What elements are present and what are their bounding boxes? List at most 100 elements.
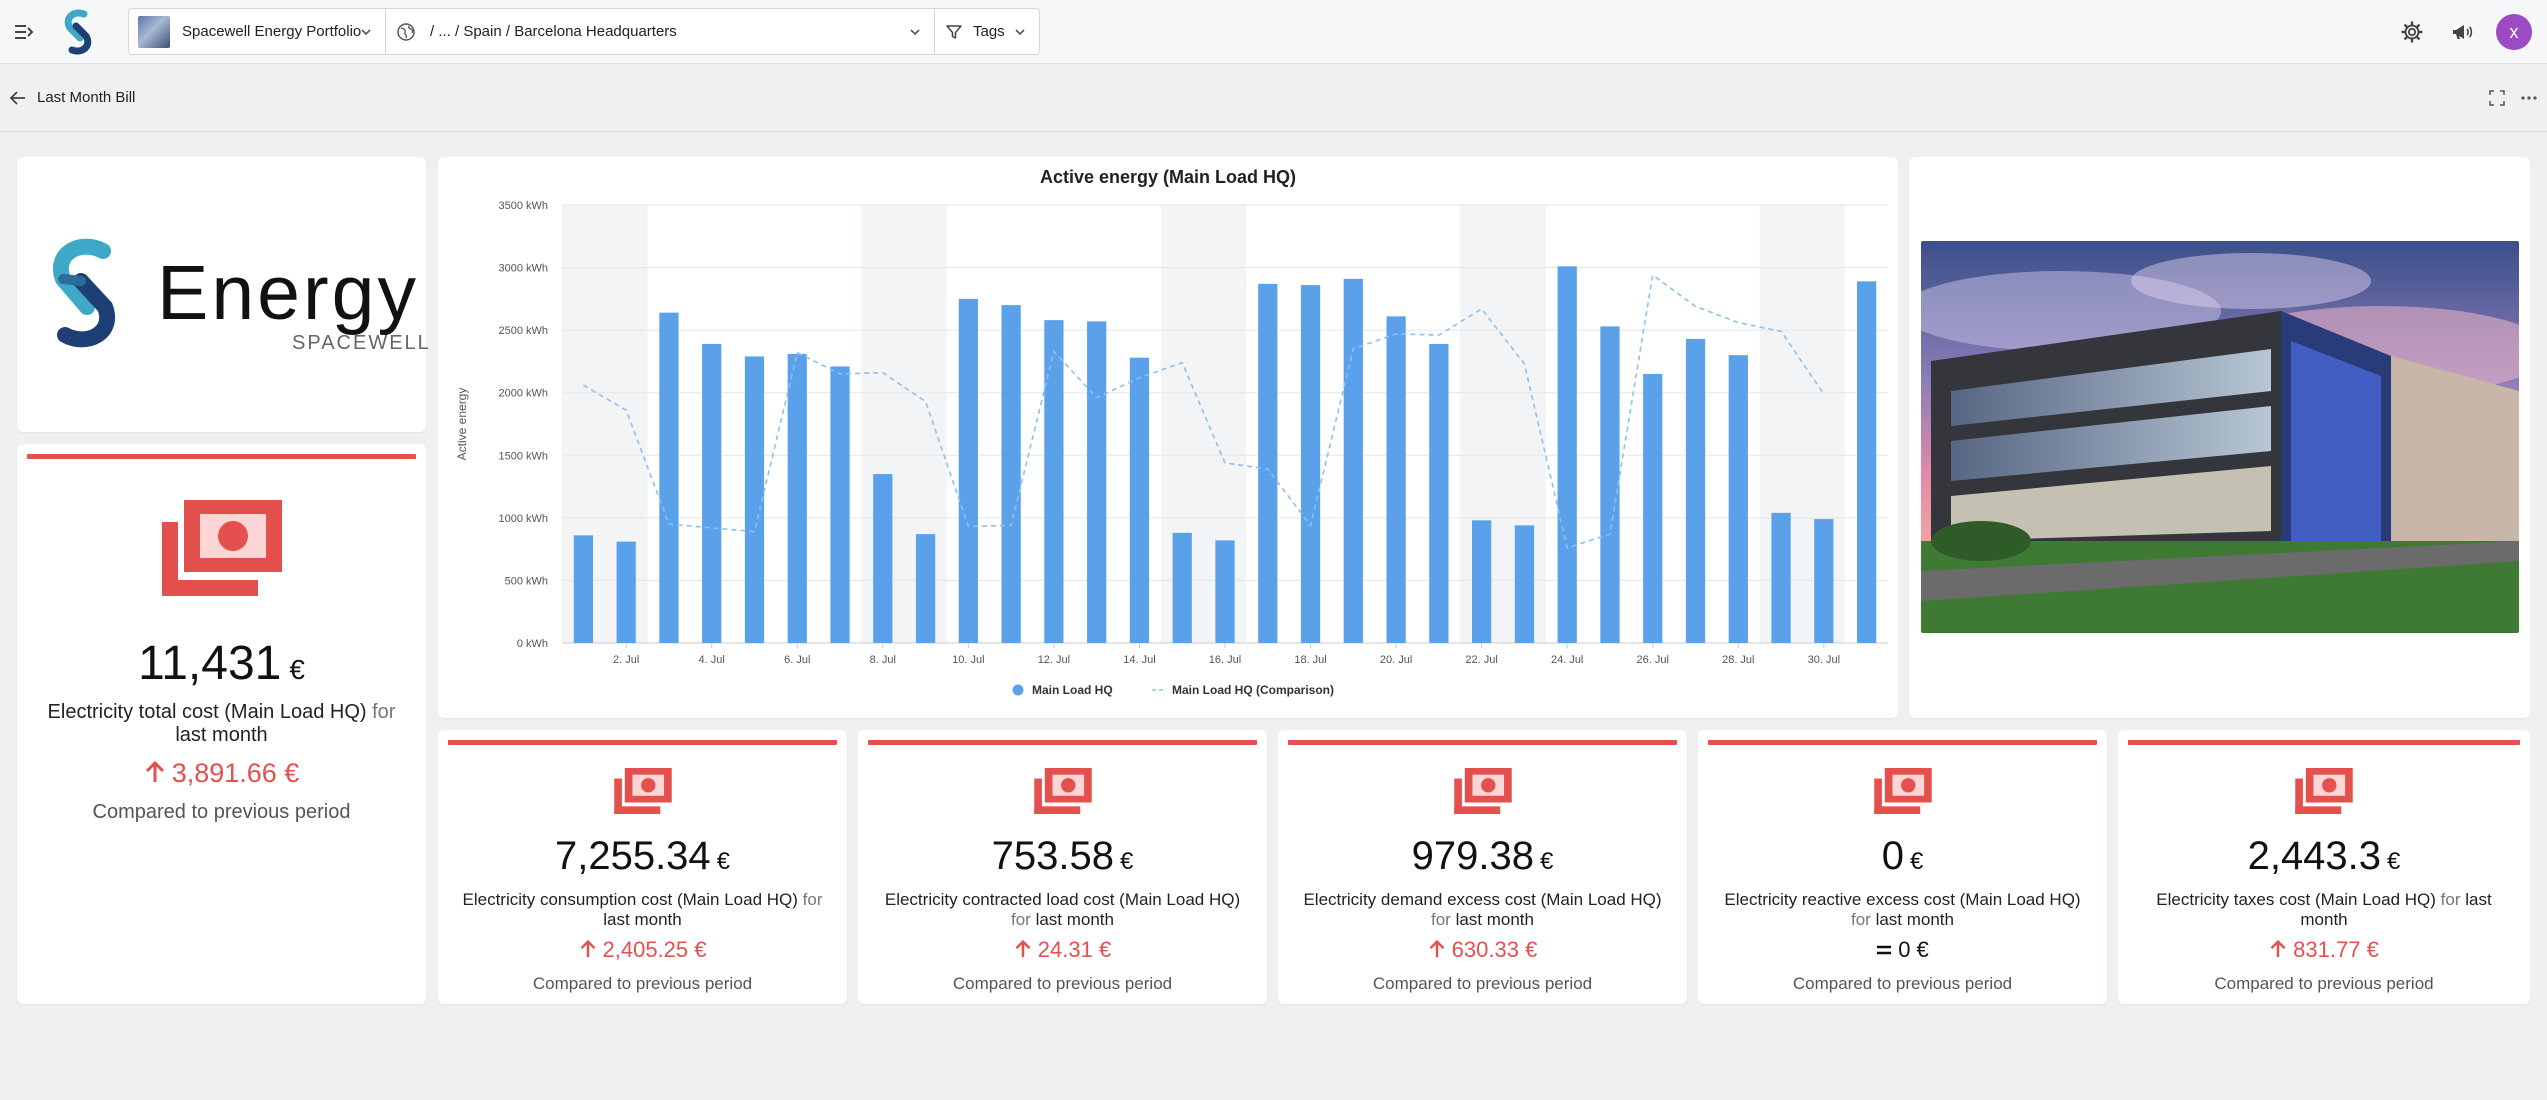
top-bar: Spacewell Energy Portfolio / ... / Spain… xyxy=(0,0,2547,64)
compare-caption: Compared to previous period xyxy=(532,974,753,993)
user-avatar[interactable]: x xyxy=(2496,14,2532,50)
arrow-up-icon xyxy=(145,760,164,782)
tags-label: Tags xyxy=(973,23,1005,40)
accent-bar xyxy=(1288,740,1677,745)
location-selector[interactable]: / ... / Spain / Barcelona Headquarters xyxy=(385,8,935,55)
kpi-delta: 0 € xyxy=(1698,937,2107,963)
kpi-card-consumption-cost: 7,255.34 € Electricity consumption cost (… xyxy=(438,730,847,1004)
total-cost-card: 11,431 € Electricity total cost (Main Loa… xyxy=(17,444,426,1004)
bar-main-load-hq xyxy=(1643,373,1663,643)
y-tick-label: 2500 kWh xyxy=(498,325,548,337)
kpi-value: 7,255.34 € xyxy=(554,834,731,878)
total-cost-delta: 3,891.66 € xyxy=(17,758,426,789)
x-tick-label: 26. Jul xyxy=(1637,654,1669,666)
more-options-icon[interactable] xyxy=(2519,88,2539,108)
arrow-up-icon xyxy=(580,939,595,958)
kpi-label: Electricity consumption cost (Main Load … xyxy=(462,890,823,929)
building-photo-card xyxy=(1909,157,2530,718)
compare-caption: Compared to previous period xyxy=(1372,974,1593,993)
x-tick-label: 28. Jul xyxy=(1722,654,1754,666)
x-tick-label: 18. Jul xyxy=(1294,654,1326,666)
total-cost-value: 11,431 € xyxy=(138,637,305,690)
menu-expand-icon[interactable] xyxy=(12,20,36,44)
x-tick-label: 12. Jul xyxy=(1038,654,1070,666)
x-tick-label: 24. Jul xyxy=(1551,654,1583,666)
chart-title: Active energy (Main Load HQ) xyxy=(1040,167,1296,187)
kpi-card-taxes-cost: 2,443.3 € Electricity taxes cost (Main Lo… xyxy=(2118,730,2530,1004)
kpi-delta: 2,405.25 € xyxy=(438,937,847,963)
bar-main-load-hq xyxy=(702,343,722,643)
kpi-label: Electricity contracted load cost (Main L… xyxy=(884,890,1241,929)
y-tick-label: 0 kWh xyxy=(517,638,548,650)
kpi-delta: 831.77 € xyxy=(2118,937,2530,963)
tags-filter[interactable]: Tags xyxy=(934,8,1040,55)
bar-main-load-hq xyxy=(1001,305,1021,643)
y-axis-label: Active energy xyxy=(455,388,469,461)
bar-main-load-hq xyxy=(1514,525,1535,643)
x-tick-label: 6. Jul xyxy=(784,654,810,666)
y-tick-label: 1000 kWh xyxy=(498,513,548,525)
kpi-delta: 24.31 € xyxy=(858,937,1267,963)
chevron-down-icon xyxy=(1015,29,1025,36)
kpi-label: Electricity reactive excess cost (Main L… xyxy=(1724,890,2081,929)
money-bill-icon xyxy=(613,768,672,814)
spacewell-logo-icon[interactable] xyxy=(56,8,100,56)
money-bill-icon xyxy=(162,500,282,596)
bar-main-load-hq xyxy=(1087,321,1107,643)
legend-label-main-load-hq: Main Load HQ xyxy=(1032,683,1113,697)
x-tick-label: 10. Jul xyxy=(952,654,984,666)
x-tick-label: 14. Jul xyxy=(1123,654,1155,666)
kpi-card-reactive-excess-cost: 0 € Electricity reactive excess cost (Mai… xyxy=(1698,730,2107,1004)
kpi-value: 0 € xyxy=(1881,834,1924,878)
portfolio-name: Spacewell Energy Portfolio xyxy=(182,23,362,40)
brand-subtitle: SPACEWELL xyxy=(292,332,431,354)
compare-caption: Compared to previous period xyxy=(1792,974,2013,993)
kpi-card-contracted-load-cost: 753.58 € Electricity contracted load cost… xyxy=(858,730,1267,1004)
fullscreen-icon[interactable] xyxy=(2487,88,2507,108)
money-bill-icon xyxy=(1033,768,1092,814)
bar-main-load-hq xyxy=(1386,316,1406,643)
equals-icon xyxy=(1877,945,1892,955)
active-energy-chart-card: 0 kWh 500 kWh 1000 kWh 1500 kWh 2000 kWh 2500… xyxy=(438,157,1898,718)
y-tick-label: 3000 kWh xyxy=(498,263,548,275)
accent-bar xyxy=(868,740,1257,745)
accent-bar xyxy=(1708,740,2097,745)
total-cost-label: Electricity total cost (Main Load HQ) fo… xyxy=(47,701,396,746)
bar-main-load-hq xyxy=(1472,520,1492,643)
kpi-card-demand-excess-cost: 979.38 € Electricity demand excess cost (… xyxy=(1278,730,1687,1004)
brand-wordmark: Energy xyxy=(157,250,419,336)
x-tick-label: 16. Jul xyxy=(1209,654,1241,666)
y-tick-label: 1500 kWh xyxy=(498,450,548,462)
bar-main-load-hq xyxy=(659,312,679,643)
x-tick-label: 2. Jul xyxy=(613,654,639,666)
bar-main-load-hq xyxy=(744,356,765,643)
bar-main-load-hq xyxy=(1771,512,1791,643)
page-title: Last Month Bill xyxy=(37,89,136,106)
kpi-value: 979.38 € xyxy=(1411,834,1554,878)
money-bill-icon xyxy=(1873,768,1932,814)
money-bill-icon xyxy=(2295,768,2353,814)
portfolio-thumbnail xyxy=(138,15,170,48)
bar-main-load-hq xyxy=(1814,519,1834,643)
x-tick-label: 30. Jul xyxy=(1808,654,1840,666)
arrow-up-icon xyxy=(2270,939,2286,958)
compare-caption: Compared to previous period xyxy=(2214,974,2434,993)
bar-main-load-hq xyxy=(958,298,978,643)
settings-gear-icon[interactable] xyxy=(2400,20,2424,44)
back-arrow-icon[interactable] xyxy=(8,88,28,108)
y-tick-label: 500 kWh xyxy=(505,575,548,587)
kpi-delta: 630.33 € xyxy=(1278,937,1687,963)
accent-bar xyxy=(448,740,837,745)
bar-main-load-hq xyxy=(1343,278,1363,643)
bar-main-load-hq xyxy=(830,366,850,643)
globe-icon xyxy=(397,22,415,41)
compare-caption: Compared to previous period xyxy=(952,974,1173,993)
bar-main-load-hq xyxy=(1172,532,1192,643)
x-tick-label: 8. Jul xyxy=(870,654,896,666)
active-energy-chart: 0 kWh 500 kWh 1000 kWh 1500 kWh 2000 kWh 2500… xyxy=(455,167,1888,697)
filter-funnel-icon xyxy=(946,24,962,39)
portfolio-selector[interactable]: Spacewell Energy Portfolio xyxy=(128,8,386,55)
arrow-up-icon xyxy=(1015,939,1031,958)
line-main-load-hq-comparison xyxy=(582,273,1825,549)
megaphone-icon[interactable] xyxy=(2450,20,2474,44)
